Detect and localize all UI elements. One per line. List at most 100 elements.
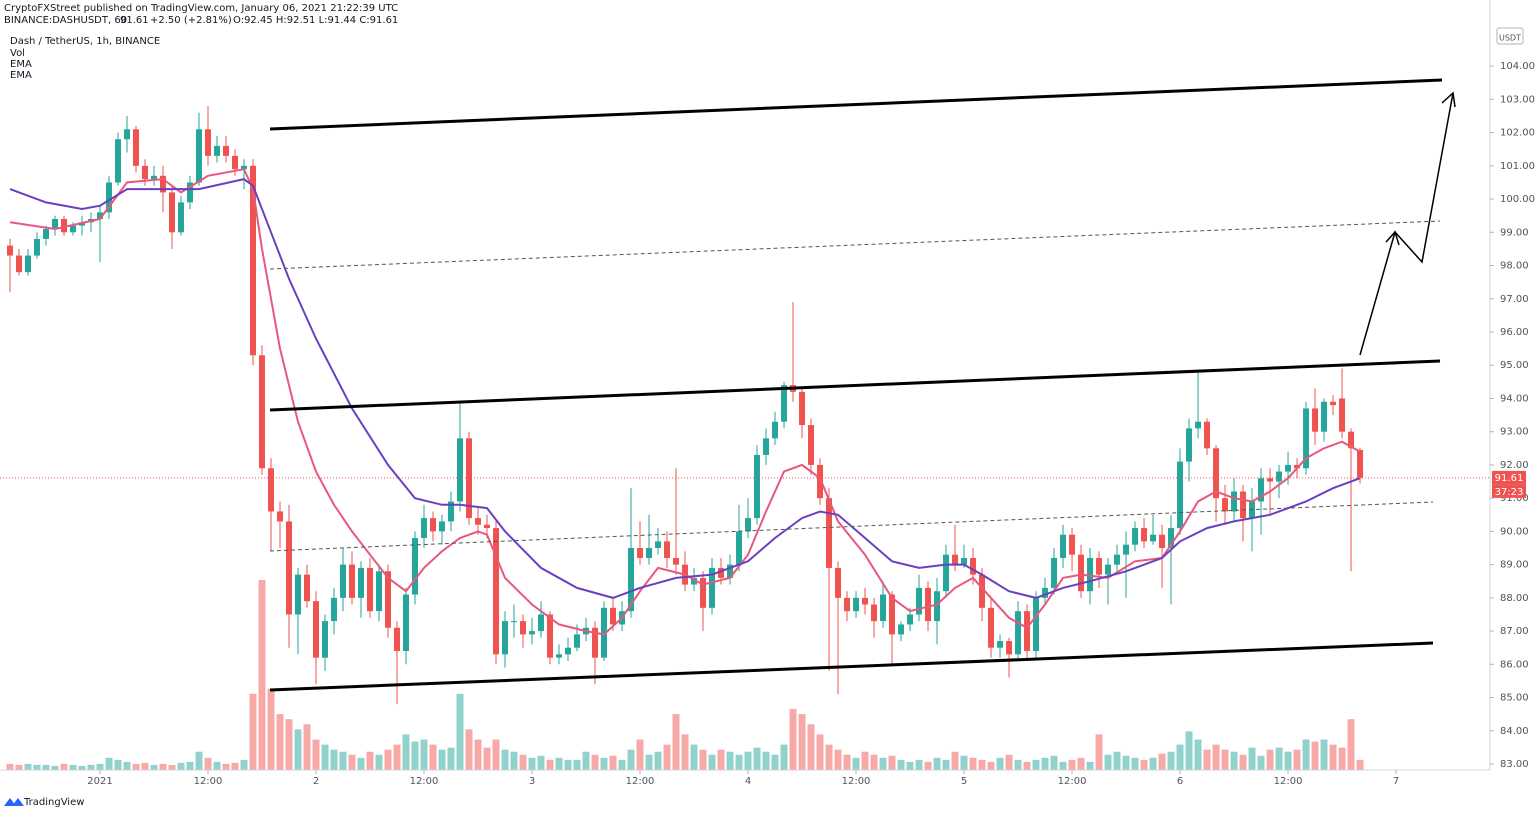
candle-body	[655, 541, 662, 549]
volume-bar	[951, 751, 959, 770]
candle-body	[1276, 471, 1283, 482]
volume-bar	[699, 749, 707, 770]
candle-body	[213, 145, 220, 156]
volume-bar	[987, 761, 995, 770]
volume-bar	[807, 724, 815, 770]
volume-bar	[960, 755, 968, 770]
volume-bar	[1293, 749, 1301, 770]
volume-bar	[177, 762, 185, 770]
candle-body	[412, 538, 419, 595]
candle-body	[592, 627, 599, 658]
candle-body	[781, 385, 788, 422]
candle-body	[745, 518, 752, 532]
axes: 83.00 84.00 85.00 86.00 87.00 88.00 89.00 90.00…	[0, 61, 1535, 787]
volume-bar	[483, 747, 491, 770]
candle-body	[24, 255, 31, 273]
candle-body	[1195, 421, 1202, 429]
countdown-tag	[1492, 484, 1526, 498]
volume-bar	[303, 724, 311, 770]
volume-bar	[870, 754, 878, 770]
candle-body	[150, 175, 157, 180]
candle-body	[168, 192, 175, 233]
candle-body	[1213, 448, 1220, 499]
candle-body	[123, 129, 130, 140]
volume-bar	[591, 754, 599, 770]
volume-bar	[852, 757, 860, 770]
candle-body	[529, 631, 536, 635]
volume-bar	[978, 759, 986, 770]
x-tick-label: 4	[745, 776, 751, 787]
candle-body	[439, 521, 446, 532]
candle-body	[1231, 491, 1238, 512]
volume-bar	[1266, 749, 1274, 770]
y-tick-label: 103.00	[1500, 94, 1535, 105]
candle-body	[96, 212, 103, 220]
candle-body	[943, 554, 950, 592]
volume-bar	[69, 764, 77, 770]
candle-body	[763, 438, 770, 455]
candle-body	[475, 518, 482, 525]
volume-bar	[420, 739, 428, 770]
volume-bar	[717, 749, 725, 770]
last-price-label: 91.61	[1495, 473, 1524, 484]
volume-bar	[1050, 755, 1058, 770]
candle-body	[1168, 528, 1175, 549]
candle-body	[304, 574, 311, 602]
volume-bar	[474, 739, 482, 770]
candle-body	[934, 591, 941, 622]
candle-body	[276, 511, 283, 522]
volume-bar	[942, 759, 950, 770]
volume-bar	[1347, 719, 1355, 770]
arrow-head	[1441, 91, 1456, 108]
volume-bar	[213, 761, 221, 770]
candle-body	[502, 621, 509, 655]
volume-bar	[537, 755, 545, 770]
volume-bar	[276, 714, 284, 770]
x-tick-label: 12:00	[1058, 776, 1087, 787]
candle-body	[1357, 449, 1364, 478]
candle-body	[141, 165, 148, 180]
volume-bar	[204, 757, 212, 770]
volume-bar	[1311, 741, 1319, 770]
y-tick-label: 84.00	[1500, 726, 1529, 737]
candle-body	[322, 621, 329, 658]
x-tick-label: 12:00	[842, 776, 871, 787]
volume-bar	[42, 764, 50, 770]
volume-bar	[1275, 747, 1283, 770]
volume-bar	[789, 709, 797, 770]
candle-body	[1105, 564, 1112, 575]
y-tick-label: 83.00	[1500, 759, 1529, 770]
x-tick-label: 5	[961, 776, 967, 787]
legend-ema: EMA	[10, 59, 32, 70]
candle-body	[285, 521, 292, 615]
candle-body	[231, 155, 238, 170]
candle-body	[871, 604, 878, 622]
last-price-tag	[1492, 470, 1526, 485]
volume-bar	[654, 751, 662, 770]
volume-bar	[267, 688, 275, 770]
x-tick-label: 12:00	[626, 776, 655, 787]
candle-body	[1078, 554, 1085, 592]
x-tick-label: 6	[1177, 776, 1183, 787]
y-tick-label: 101.00	[1500, 161, 1535, 172]
candle-body	[1114, 554, 1121, 565]
candle-body	[952, 554, 959, 565]
candle-body	[799, 391, 806, 426]
candle-body	[204, 129, 211, 156]
volume-bar	[231, 762, 239, 770]
volume-bar	[240, 759, 248, 770]
volume-bar	[969, 757, 977, 770]
candle-body	[340, 564, 347, 598]
y-tick-label: 99.00	[1500, 227, 1529, 238]
volume-bar	[843, 754, 851, 770]
volume-bar	[1122, 755, 1130, 770]
currency: USDT	[1499, 34, 1521, 43]
candle-body	[1087, 557, 1094, 592]
volume-bar	[645, 754, 653, 770]
candle-body	[1051, 557, 1058, 588]
volume-bar	[861, 751, 869, 770]
candle-body	[376, 571, 383, 612]
candle-body	[889, 594, 896, 635]
volume-bar	[492, 739, 500, 770]
